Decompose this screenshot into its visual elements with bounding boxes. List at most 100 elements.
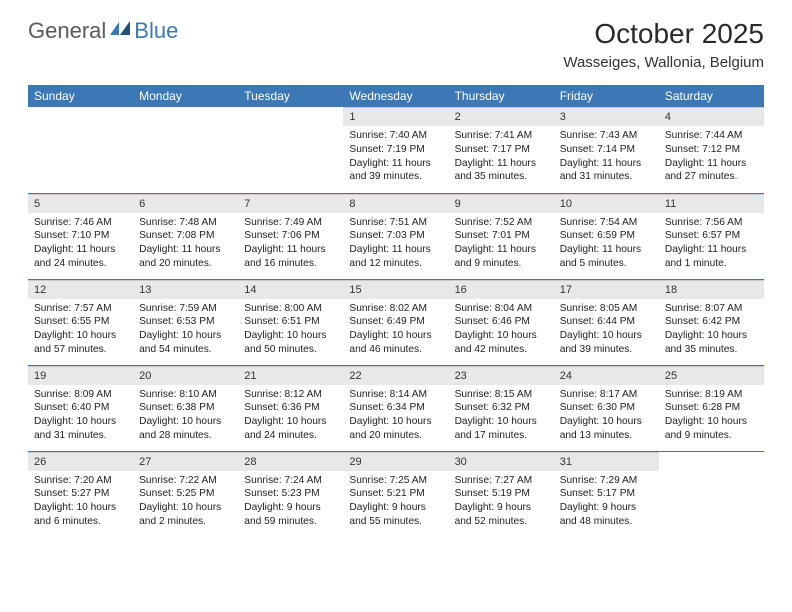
calendar-day-cell: 6Sunrise: 7:48 AMSunset: 7:08 PMDaylight… bbox=[133, 193, 238, 279]
day-details: Sunrise: 8:02 AMSunset: 6:49 PMDaylight:… bbox=[343, 299, 448, 361]
day-details: Sunrise: 8:07 AMSunset: 6:42 PMDaylight:… bbox=[659, 299, 764, 361]
day-number: 4 bbox=[659, 107, 764, 126]
calendar-day-cell: 4Sunrise: 7:44 AMSunset: 7:12 PMDaylight… bbox=[659, 107, 764, 193]
title-block: October 2025 Wasseiges, Wallonia, Belgiu… bbox=[563, 18, 764, 71]
weekday-header: Sunday bbox=[28, 85, 133, 107]
calendar-day-cell: 23Sunrise: 8:15 AMSunset: 6:32 PMDayligh… bbox=[449, 365, 554, 451]
day-details: Sunrise: 7:56 AMSunset: 6:57 PMDaylight:… bbox=[659, 213, 764, 275]
weekday-header: Friday bbox=[554, 85, 659, 107]
calendar-day-cell: 16Sunrise: 8:04 AMSunset: 6:46 PMDayligh… bbox=[449, 279, 554, 365]
day-number: 16 bbox=[449, 280, 554, 299]
logo-triangle-icon bbox=[110, 19, 132, 42]
weekday-header: Monday bbox=[133, 85, 238, 107]
calendar-week-row: 26Sunrise: 7:20 AMSunset: 5:27 PMDayligh… bbox=[28, 451, 764, 537]
day-number: 2 bbox=[449, 107, 554, 126]
day-number: 7 bbox=[238, 194, 343, 213]
day-details: Sunrise: 7:54 AMSunset: 6:59 PMDaylight:… bbox=[554, 213, 659, 275]
day-number: 23 bbox=[449, 366, 554, 385]
weekday-header: Thursday bbox=[449, 85, 554, 107]
day-number: 19 bbox=[28, 366, 133, 385]
location-subtitle: Wasseiges, Wallonia, Belgium bbox=[563, 54, 764, 71]
calendar-day-cell: 9Sunrise: 7:52 AMSunset: 7:01 PMDaylight… bbox=[449, 193, 554, 279]
page-header: General Blue October 2025 Wasseiges, Wal… bbox=[0, 0, 792, 79]
calendar-day-cell: 27Sunrise: 7:22 AMSunset: 5:25 PMDayligh… bbox=[133, 451, 238, 537]
day-details: Sunrise: 8:14 AMSunset: 6:34 PMDaylight:… bbox=[343, 385, 448, 447]
day-details: Sunrise: 7:27 AMSunset: 5:19 PMDaylight:… bbox=[449, 471, 554, 533]
calendar-day-cell: 24Sunrise: 8:17 AMSunset: 6:30 PMDayligh… bbox=[554, 365, 659, 451]
calendar-day-cell: .. bbox=[659, 451, 764, 537]
day-number: 3 bbox=[554, 107, 659, 126]
calendar-week-row: 19Sunrise: 8:09 AMSunset: 6:40 PMDayligh… bbox=[28, 365, 764, 451]
day-number: 22 bbox=[343, 366, 448, 385]
weekday-header: Tuesday bbox=[238, 85, 343, 107]
calendar-day-cell: 14Sunrise: 8:00 AMSunset: 6:51 PMDayligh… bbox=[238, 279, 343, 365]
calendar-day-cell: .. bbox=[238, 107, 343, 193]
day-details: Sunrise: 8:04 AMSunset: 6:46 PMDaylight:… bbox=[449, 299, 554, 361]
calendar-day-cell: 18Sunrise: 8:07 AMSunset: 6:42 PMDayligh… bbox=[659, 279, 764, 365]
calendar-day-cell: 26Sunrise: 7:20 AMSunset: 5:27 PMDayligh… bbox=[28, 451, 133, 537]
calendar-day-cell: .. bbox=[133, 107, 238, 193]
calendar-day-cell: 2Sunrise: 7:41 AMSunset: 7:17 PMDaylight… bbox=[449, 107, 554, 193]
day-number: 27 bbox=[133, 452, 238, 471]
calendar-day-cell: 10Sunrise: 7:54 AMSunset: 6:59 PMDayligh… bbox=[554, 193, 659, 279]
day-number: 31 bbox=[554, 452, 659, 471]
calendar-table: SundayMondayTuesdayWednesdayThursdayFrid… bbox=[28, 85, 764, 537]
calendar-day-cell: .. bbox=[28, 107, 133, 193]
weekday-header: Saturday bbox=[659, 85, 764, 107]
day-details: Sunrise: 8:09 AMSunset: 6:40 PMDaylight:… bbox=[28, 385, 133, 447]
day-details: Sunrise: 7:57 AMSunset: 6:55 PMDaylight:… bbox=[28, 299, 133, 361]
day-details: Sunrise: 7:24 AMSunset: 5:23 PMDaylight:… bbox=[238, 471, 343, 533]
day-details: Sunrise: 8:10 AMSunset: 6:38 PMDaylight:… bbox=[133, 385, 238, 447]
day-details: Sunrise: 8:19 AMSunset: 6:28 PMDaylight:… bbox=[659, 385, 764, 447]
day-number: 8 bbox=[343, 194, 448, 213]
calendar-day-cell: 13Sunrise: 7:59 AMSunset: 6:53 PMDayligh… bbox=[133, 279, 238, 365]
day-number: 20 bbox=[133, 366, 238, 385]
logo: General Blue bbox=[28, 18, 178, 44]
calendar-day-cell: 20Sunrise: 8:10 AMSunset: 6:38 PMDayligh… bbox=[133, 365, 238, 451]
calendar-week-row: ......1Sunrise: 7:40 AMSunset: 7:19 PMDa… bbox=[28, 107, 764, 193]
day-details: Sunrise: 7:40 AMSunset: 7:19 PMDaylight:… bbox=[343, 126, 448, 188]
day-number: 17 bbox=[554, 280, 659, 299]
calendar-day-cell: 8Sunrise: 7:51 AMSunset: 7:03 PMDaylight… bbox=[343, 193, 448, 279]
day-number: 12 bbox=[28, 280, 133, 299]
day-details: Sunrise: 7:41 AMSunset: 7:17 PMDaylight:… bbox=[449, 126, 554, 188]
day-number: 24 bbox=[554, 366, 659, 385]
weekday-header: Wednesday bbox=[343, 85, 448, 107]
calendar-day-cell: 17Sunrise: 8:05 AMSunset: 6:44 PMDayligh… bbox=[554, 279, 659, 365]
day-number: 21 bbox=[238, 366, 343, 385]
day-details: Sunrise: 7:59 AMSunset: 6:53 PMDaylight:… bbox=[133, 299, 238, 361]
day-number: 10 bbox=[554, 194, 659, 213]
day-details: Sunrise: 7:43 AMSunset: 7:14 PMDaylight:… bbox=[554, 126, 659, 188]
calendar-day-cell: 19Sunrise: 8:09 AMSunset: 6:40 PMDayligh… bbox=[28, 365, 133, 451]
calendar-day-cell: 5Sunrise: 7:46 AMSunset: 7:10 PMDaylight… bbox=[28, 193, 133, 279]
day-number: 25 bbox=[659, 366, 764, 385]
calendar-day-cell: 7Sunrise: 7:49 AMSunset: 7:06 PMDaylight… bbox=[238, 193, 343, 279]
day-number: 18 bbox=[659, 280, 764, 299]
calendar-day-cell: 12Sunrise: 7:57 AMSunset: 6:55 PMDayligh… bbox=[28, 279, 133, 365]
day-details: Sunrise: 8:17 AMSunset: 6:30 PMDaylight:… bbox=[554, 385, 659, 447]
day-number: 26 bbox=[28, 452, 133, 471]
calendar-day-cell: 15Sunrise: 8:02 AMSunset: 6:49 PMDayligh… bbox=[343, 279, 448, 365]
day-details: Sunrise: 7:22 AMSunset: 5:25 PMDaylight:… bbox=[133, 471, 238, 533]
day-number: 28 bbox=[238, 452, 343, 471]
day-number: 11 bbox=[659, 194, 764, 213]
day-details: Sunrise: 7:29 AMSunset: 5:17 PMDaylight:… bbox=[554, 471, 659, 533]
calendar-day-cell: 25Sunrise: 8:19 AMSunset: 6:28 PMDayligh… bbox=[659, 365, 764, 451]
weekday-header-row: SundayMondayTuesdayWednesdayThursdayFrid… bbox=[28, 85, 764, 107]
day-details: Sunrise: 7:20 AMSunset: 5:27 PMDaylight:… bbox=[28, 471, 133, 533]
calendar-day-cell: 1Sunrise: 7:40 AMSunset: 7:19 PMDaylight… bbox=[343, 107, 448, 193]
logo-text-general: General bbox=[28, 18, 106, 44]
calendar-week-row: 5Sunrise: 7:46 AMSunset: 7:10 PMDaylight… bbox=[28, 193, 764, 279]
calendar-day-cell: 28Sunrise: 7:24 AMSunset: 5:23 PMDayligh… bbox=[238, 451, 343, 537]
day-number: 1 bbox=[343, 107, 448, 126]
calendar-day-cell: 29Sunrise: 7:25 AMSunset: 5:21 PMDayligh… bbox=[343, 451, 448, 537]
day-number: 5 bbox=[28, 194, 133, 213]
day-number: 29 bbox=[343, 452, 448, 471]
month-title: October 2025 bbox=[563, 18, 764, 50]
day-number: 14 bbox=[238, 280, 343, 299]
day-details: Sunrise: 7:49 AMSunset: 7:06 PMDaylight:… bbox=[238, 213, 343, 275]
day-number: 30 bbox=[449, 452, 554, 471]
day-details: Sunrise: 8:00 AMSunset: 6:51 PMDaylight:… bbox=[238, 299, 343, 361]
calendar-day-cell: 31Sunrise: 7:29 AMSunset: 5:17 PMDayligh… bbox=[554, 451, 659, 537]
day-number: 15 bbox=[343, 280, 448, 299]
